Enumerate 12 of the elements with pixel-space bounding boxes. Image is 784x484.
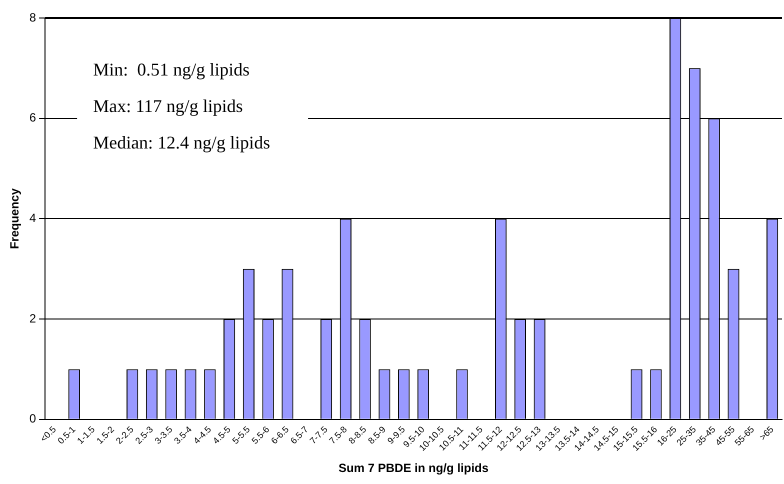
annotation: Min: 0.51 ng/g lipids — [93, 60, 250, 80]
y-tick-label: 6 — [29, 110, 36, 125]
y-tick-label: 0 — [29, 412, 36, 426]
x-tick-label: <0.5 — [38, 424, 58, 444]
y-axis-title: Frequency — [8, 188, 22, 250]
x-tick-label: >65 — [758, 424, 776, 442]
annotation: Max: 117 ng/g lipids — [93, 96, 243, 116]
x-axis-title: Sum 7 PBDE in ng/g lipids — [338, 461, 489, 476]
y-tick-label: 4 — [29, 211, 36, 225]
y-tick-label: 8 — [29, 10, 36, 24]
y-tick-label: 2 — [29, 311, 36, 326]
annotation: Median: 12.4 ng/g lipids — [93, 132, 270, 153]
